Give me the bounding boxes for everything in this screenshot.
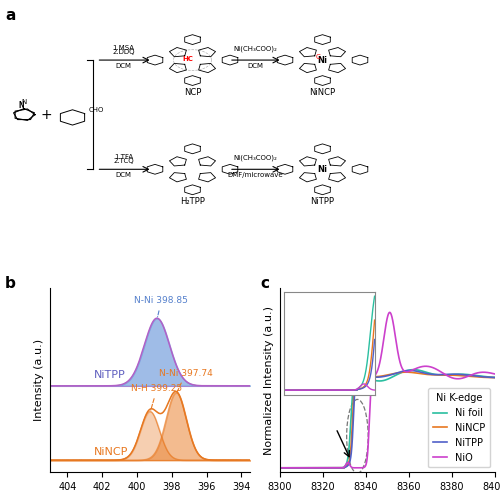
Ni foil: [492, 374, 498, 380]
NiNCP: [298, 465, 304, 471]
Text: 1.TFA: 1.TFA: [114, 154, 133, 160]
Legend: Ni foil, NiNCP, NiTPP, NiO: Ni foil, NiNCP, NiTPP, NiO: [428, 388, 490, 467]
NiO: [272, 465, 278, 471]
Text: Ni(CH₃COO)₂: Ni(CH₃COO)₂: [234, 154, 278, 161]
NiTPP: [496, 375, 500, 381]
NiO: [298, 465, 304, 471]
Text: Ni(CH₃COO)₂: Ni(CH₃COO)₂: [234, 45, 278, 52]
NiO: [368, 386, 374, 392]
Text: Ni: Ni: [318, 165, 328, 174]
Y-axis label: Intensity (a.u.): Intensity (a.u.): [34, 339, 44, 421]
Ni foil: [368, 376, 374, 382]
Text: N: N: [22, 98, 26, 105]
NiNCP: [496, 375, 500, 381]
Text: H₂TPP: H₂TPP: [180, 197, 205, 207]
NiO: [468, 372, 474, 378]
Line: Ni foil: Ni foil: [276, 369, 500, 468]
Text: C: C: [315, 54, 320, 60]
Ni foil: [355, 367, 361, 372]
Text: HC: HC: [182, 56, 193, 62]
Text: 1.MSA: 1.MSA: [112, 44, 134, 51]
Text: N-H 399.25: N-H 399.25: [132, 384, 182, 410]
Text: DCM: DCM: [116, 63, 132, 69]
NiTPP: [358, 361, 364, 367]
Text: DCM: DCM: [116, 172, 132, 178]
Text: a: a: [5, 8, 15, 23]
Text: NiTPP: NiTPP: [310, 197, 334, 207]
NiO: [312, 465, 318, 471]
NiNCP: [357, 363, 363, 369]
Text: NiNCP: NiNCP: [310, 88, 336, 97]
NiO: [386, 309, 392, 315]
Text: DMF/microwave: DMF/microwave: [228, 172, 283, 178]
NiNCP: [358, 363, 364, 369]
NiTPP: [492, 374, 498, 380]
Text: 2.DDQ: 2.DDQ: [112, 49, 135, 55]
Ni foil: [298, 465, 304, 471]
Y-axis label: Normalized Intensity (a.u.): Normalized Intensity (a.u.): [264, 306, 274, 455]
Text: N: N: [18, 101, 24, 110]
Text: N-Ni 398.85: N-Ni 398.85: [134, 296, 188, 317]
NiNCP: [368, 372, 374, 378]
Text: CHO: CHO: [89, 107, 104, 113]
Text: N-Ni 397.74: N-Ni 397.74: [159, 369, 212, 392]
NiTPP: [272, 465, 278, 471]
NiO: [492, 371, 498, 377]
Text: Ni: Ni: [318, 56, 328, 64]
Ni foil: [358, 369, 364, 374]
Text: 2.TCQ: 2.TCQ: [113, 158, 134, 164]
NiTPP: [312, 465, 318, 471]
Line: NiTPP: NiTPP: [276, 364, 500, 468]
Ni foil: [468, 372, 474, 378]
Ni foil: [496, 374, 500, 380]
NiTPP: [468, 372, 474, 378]
NiNCP: [492, 375, 498, 381]
Line: NiO: NiO: [276, 312, 500, 468]
NiO: [358, 465, 364, 471]
NiTPP: [298, 465, 304, 471]
NiTPP: [357, 361, 363, 367]
Text: +: +: [40, 108, 52, 122]
NiNCP: [312, 465, 318, 471]
Text: NCP: NCP: [184, 88, 201, 97]
Line: NiNCP: NiNCP: [276, 366, 500, 468]
Ni foil: [312, 465, 318, 471]
NiNCP: [272, 465, 278, 471]
NiO: [496, 372, 500, 378]
Text: NiNCP: NiNCP: [94, 447, 128, 457]
NiNCP: [468, 373, 474, 379]
Ni foil: [272, 465, 278, 471]
Text: b: b: [5, 276, 16, 290]
NiTPP: [368, 373, 374, 379]
Text: N: N: [18, 101, 24, 110]
Text: DCM: DCM: [248, 63, 264, 69]
Text: NiTPP: NiTPP: [94, 369, 125, 380]
Text: c: c: [260, 276, 269, 290]
